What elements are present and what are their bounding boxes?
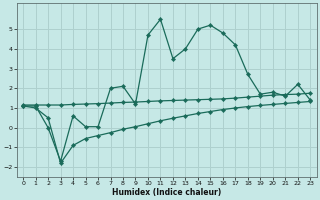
X-axis label: Humidex (Indice chaleur): Humidex (Indice chaleur) (112, 188, 221, 197)
